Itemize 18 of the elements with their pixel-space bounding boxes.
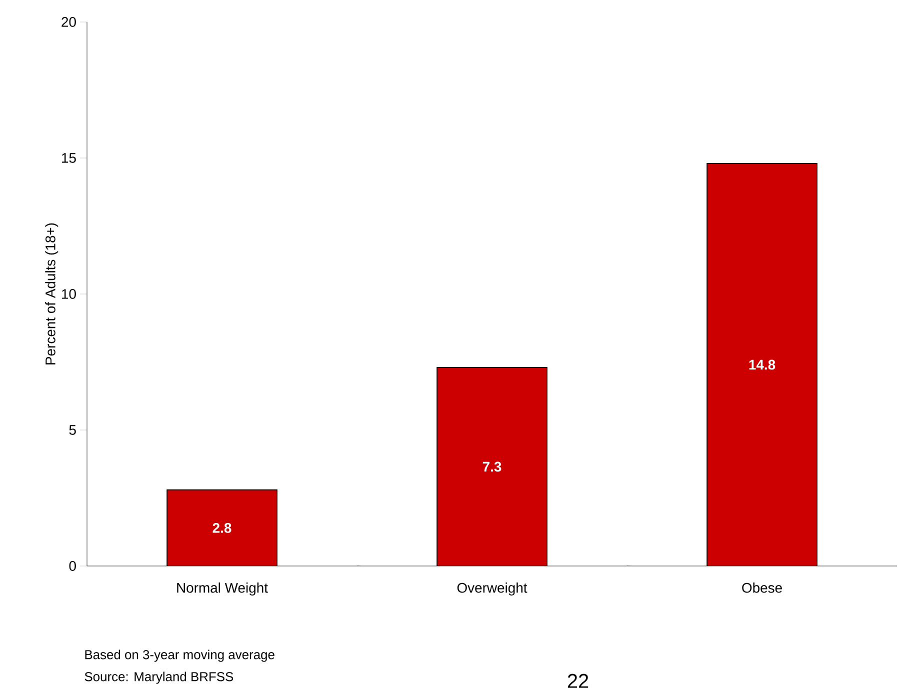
source-note: Source: Maryland BRFSS — [84, 672, 234, 684]
y-tick-label: 10 — [62, 289, 76, 299]
text: Based on 3-year moving average — [85, 650, 274, 662]
data-label: 14.8 — [749, 360, 776, 370]
y-tick-label: 15 — [62, 153, 76, 163]
bar — [166, 489, 278, 566]
bar — [706, 163, 818, 566]
data-label: 2.8 — [212, 522, 232, 533]
y-tick-label: 0 — [69, 561, 76, 571]
data-label: 7.3 — [482, 462, 502, 472]
x-tick-label: Overweight — [457, 582, 528, 596]
x-tick-label: Obese — [742, 582, 782, 593]
text: 22 — [568, 674, 588, 688]
y-tick-label: 5 — [69, 425, 76, 435]
y-tick-label: 20 — [62, 17, 76, 27]
y-axis-title: Percent of Adults (18+) — [45, 223, 58, 364]
x-tick-label: Normal Weight — [177, 582, 268, 596]
bar — [436, 367, 548, 566]
